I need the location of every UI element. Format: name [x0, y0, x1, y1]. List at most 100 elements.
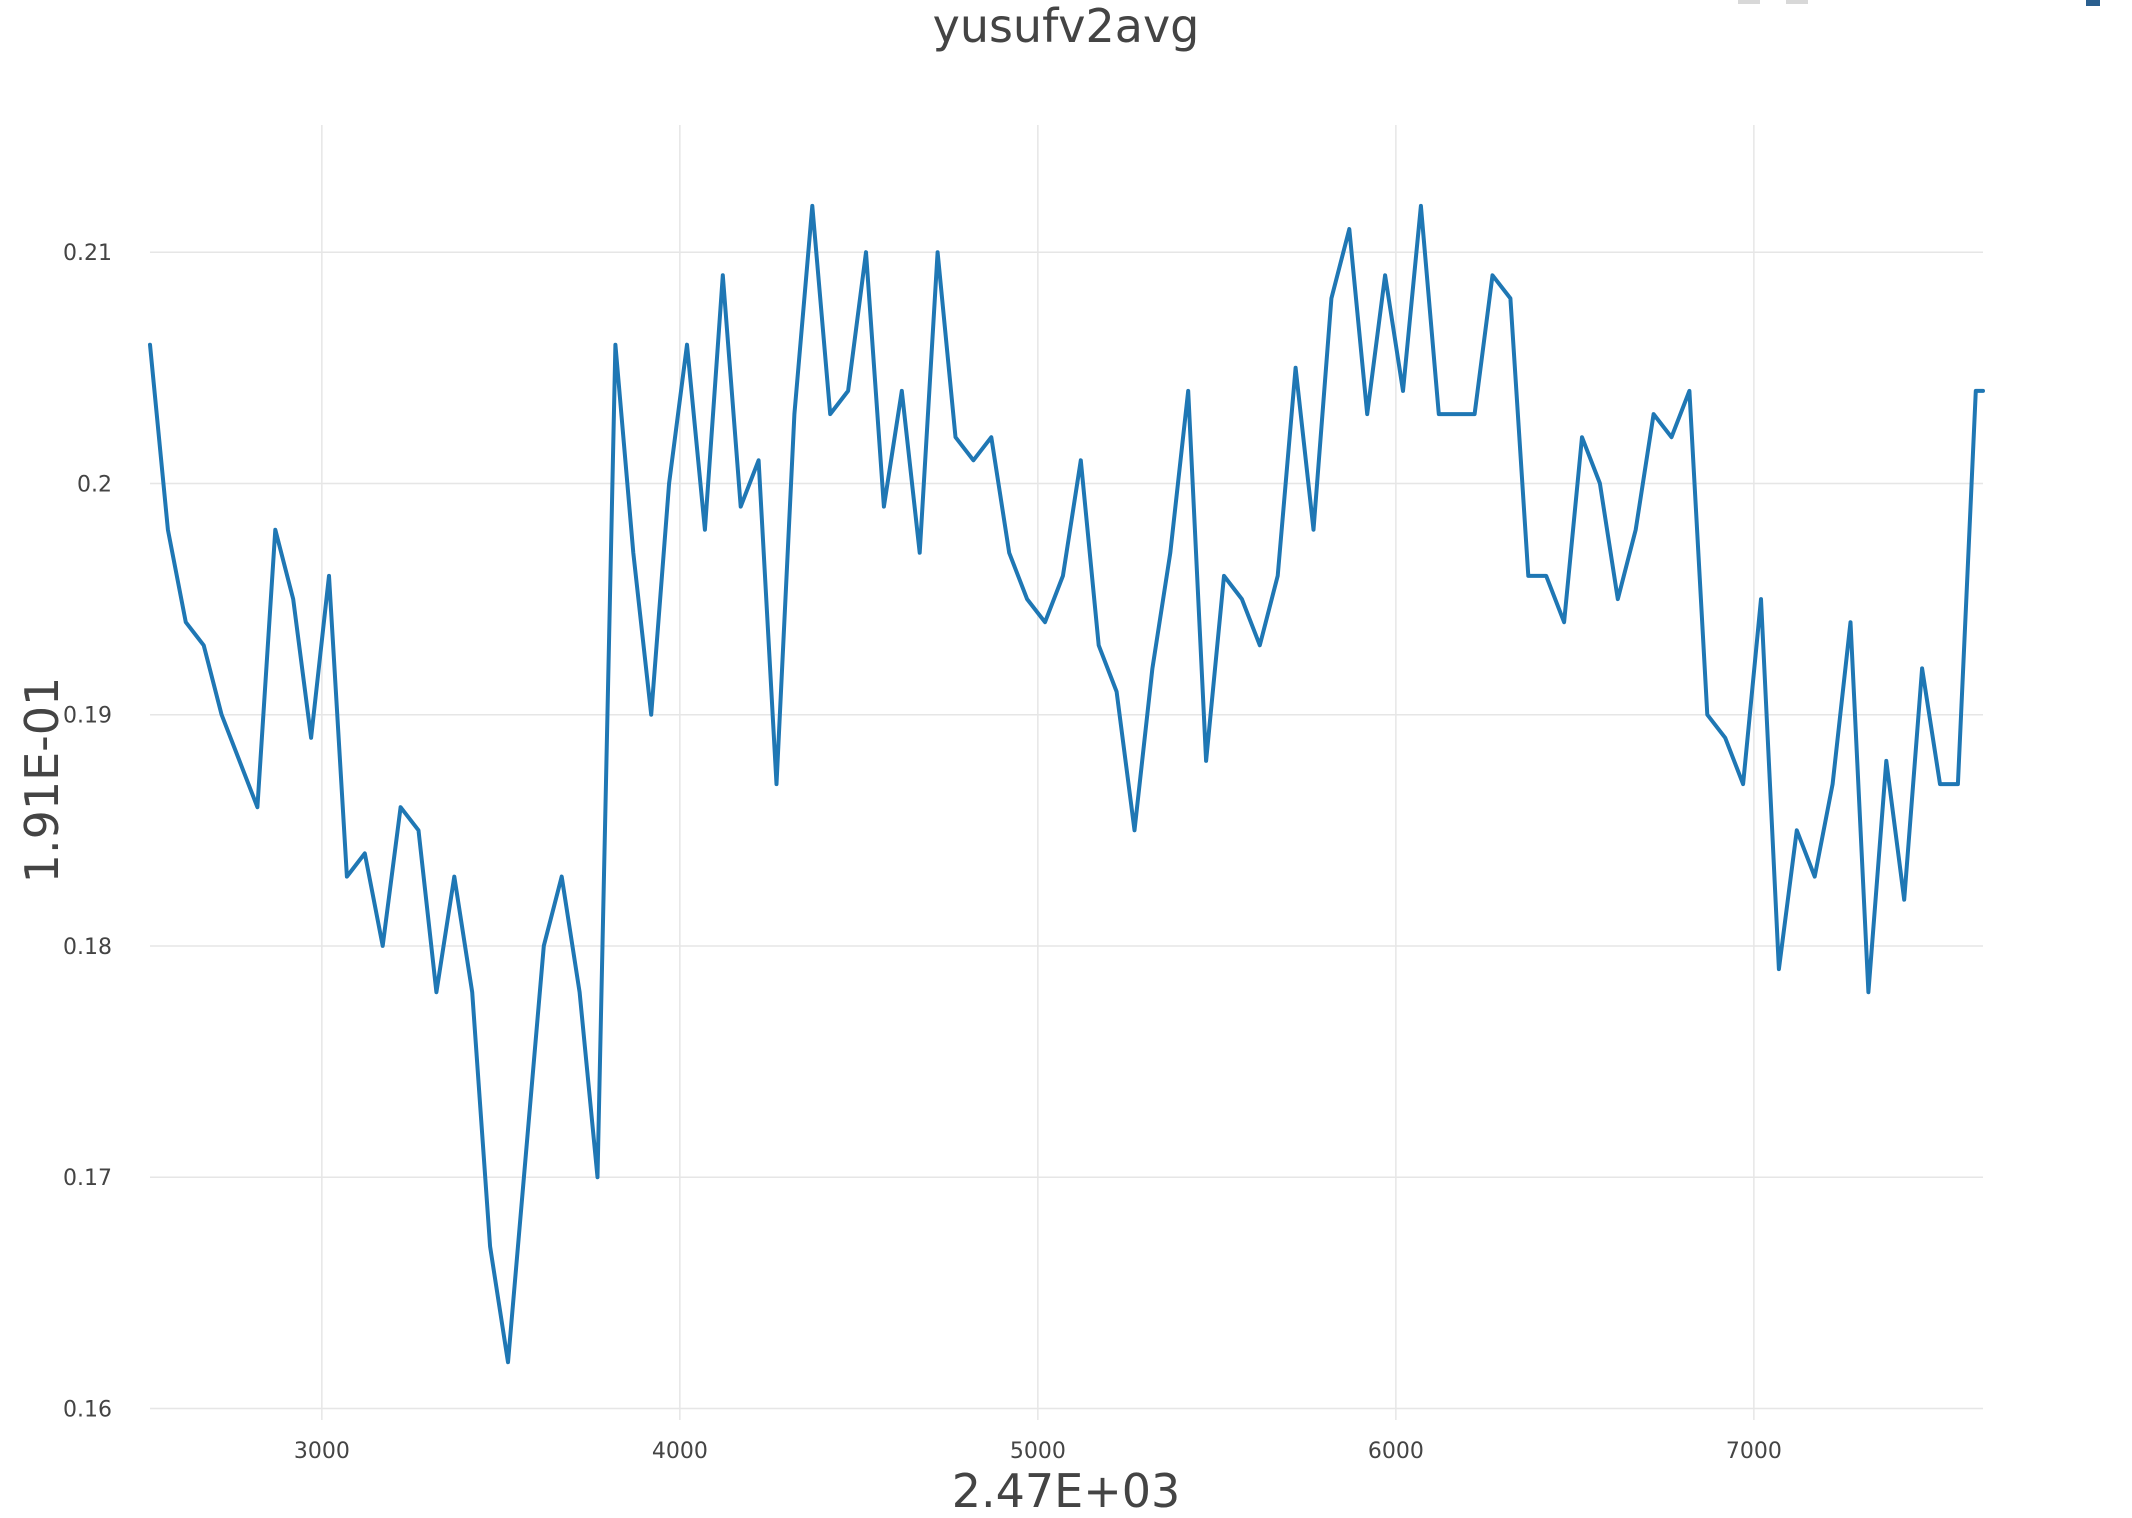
data-point[interactable]: [1003, 547, 1015, 559]
modebar-button[interactable]: [1786, 0, 1808, 4]
data-point[interactable]: [1576, 431, 1588, 443]
data-point[interactable]: [1487, 269, 1499, 281]
data-point[interactable]: [1977, 385, 1989, 397]
data-point[interactable]: [1469, 408, 1481, 420]
data-point[interactable]: [144, 339, 156, 351]
data-point[interactable]: [1934, 778, 1946, 790]
data-point[interactable]: [1200, 755, 1212, 767]
data-point[interactable]: [1254, 639, 1266, 651]
data-point[interactable]: [842, 385, 854, 397]
data-point[interactable]: [1325, 292, 1337, 304]
data-point[interactable]: [1290, 362, 1302, 374]
data-point[interactable]: [1719, 732, 1731, 744]
data-point[interactable]: [1451, 408, 1463, 420]
data-point[interactable]: [896, 385, 908, 397]
data-point[interactable]: [574, 986, 586, 998]
data-point[interactable]: [287, 593, 299, 605]
data-point[interactable]: [735, 501, 747, 513]
data-point[interactable]: [1898, 894, 1910, 906]
data-point[interactable]: [466, 986, 478, 998]
data-point[interactable]: [950, 431, 962, 443]
data-point[interactable]: [1666, 431, 1678, 443]
data-point[interactable]: [251, 801, 263, 813]
data-point[interactable]: [1827, 778, 1839, 790]
data-point[interactable]: [1755, 593, 1767, 605]
data-point[interactable]: [1845, 616, 1857, 628]
data-point[interactable]: [341, 871, 353, 883]
data-point[interactable]: [1057, 570, 1069, 582]
data-point[interactable]: [1111, 686, 1123, 698]
data-point[interactable]: [1272, 570, 1284, 582]
data-point[interactable]: [1952, 778, 1964, 790]
data-point[interactable]: [609, 339, 621, 351]
data-point[interactable]: [413, 824, 425, 836]
data-point[interactable]: [359, 847, 371, 859]
data-point[interactable]: [538, 940, 550, 952]
data-point[interactable]: [1164, 547, 1176, 559]
data-point[interactable]: [914, 547, 926, 559]
data-point[interactable]: [1504, 292, 1516, 304]
data-point[interactable]: [878, 501, 890, 513]
data-point[interactable]: [1146, 662, 1158, 674]
data-point[interactable]: [1916, 662, 1928, 674]
data-point[interactable]: [1039, 616, 1051, 628]
data-point[interactable]: [717, 269, 729, 281]
data-point[interactable]: [1522, 570, 1534, 582]
data-point[interactable]: [377, 940, 389, 952]
data-point[interactable]: [1433, 408, 1445, 420]
data-point[interactable]: [1809, 871, 1821, 883]
data-point[interactable]: [305, 732, 317, 744]
data-point[interactable]: [592, 1171, 604, 1183]
data-point[interactable]: [1236, 593, 1248, 605]
data-point[interactable]: [1021, 593, 1033, 605]
data-point[interactable]: [1415, 200, 1427, 212]
data-point[interactable]: [1182, 385, 1194, 397]
data-point[interactable]: [484, 1241, 496, 1253]
data-point[interactable]: [932, 246, 944, 258]
data-point[interactable]: [824, 408, 836, 420]
data-point[interactable]: [1075, 454, 1087, 466]
data-point[interactable]: [967, 454, 979, 466]
modebar-button[interactable]: [2086, 0, 2100, 6]
data-point[interactable]: [663, 477, 675, 489]
data-point[interactable]: [1343, 223, 1355, 235]
data-point[interactable]: [753, 454, 765, 466]
data-point[interactable]: [1737, 778, 1749, 790]
data-point[interactable]: [234, 755, 246, 767]
data-point[interactable]: [788, 408, 800, 420]
data-point[interactable]: [556, 871, 568, 883]
data-point[interactable]: [180, 616, 192, 628]
data-point[interactable]: [1093, 639, 1105, 651]
data-point[interactable]: [1361, 408, 1373, 420]
data-point[interactable]: [323, 570, 335, 582]
data-point[interactable]: [162, 524, 174, 536]
data-point[interactable]: [985, 431, 997, 443]
data-point[interactable]: [520, 1148, 532, 1160]
data-point[interactable]: [1648, 408, 1660, 420]
data-point[interactable]: [1397, 385, 1409, 397]
data-point[interactable]: [1594, 477, 1606, 489]
data-point[interactable]: [1880, 755, 1892, 767]
data-point[interactable]: [1683, 385, 1695, 397]
data-point[interactable]: [198, 639, 210, 651]
data-point[interactable]: [1701, 709, 1713, 721]
data-point[interactable]: [681, 339, 693, 351]
data-point[interactable]: [502, 1356, 514, 1368]
data-point[interactable]: [860, 246, 872, 258]
data-point[interactable]: [1862, 986, 1874, 998]
modebar-button[interactable]: [1738, 0, 1760, 4]
data-point[interactable]: [1612, 593, 1624, 605]
data-point[interactable]: [216, 709, 228, 721]
data-point[interactable]: [645, 709, 657, 721]
data-point[interactable]: [1129, 824, 1141, 836]
data-point[interactable]: [806, 200, 818, 212]
data-point[interactable]: [627, 547, 639, 559]
data-point[interactable]: [1379, 269, 1391, 281]
data-point[interactable]: [1791, 824, 1803, 836]
data-point[interactable]: [1540, 570, 1552, 582]
data-point[interactable]: [1558, 616, 1570, 628]
data-point[interactable]: [1773, 963, 1785, 975]
data-point[interactable]: [448, 871, 460, 883]
data-point[interactable]: [1218, 570, 1230, 582]
data-point[interactable]: [430, 986, 442, 998]
